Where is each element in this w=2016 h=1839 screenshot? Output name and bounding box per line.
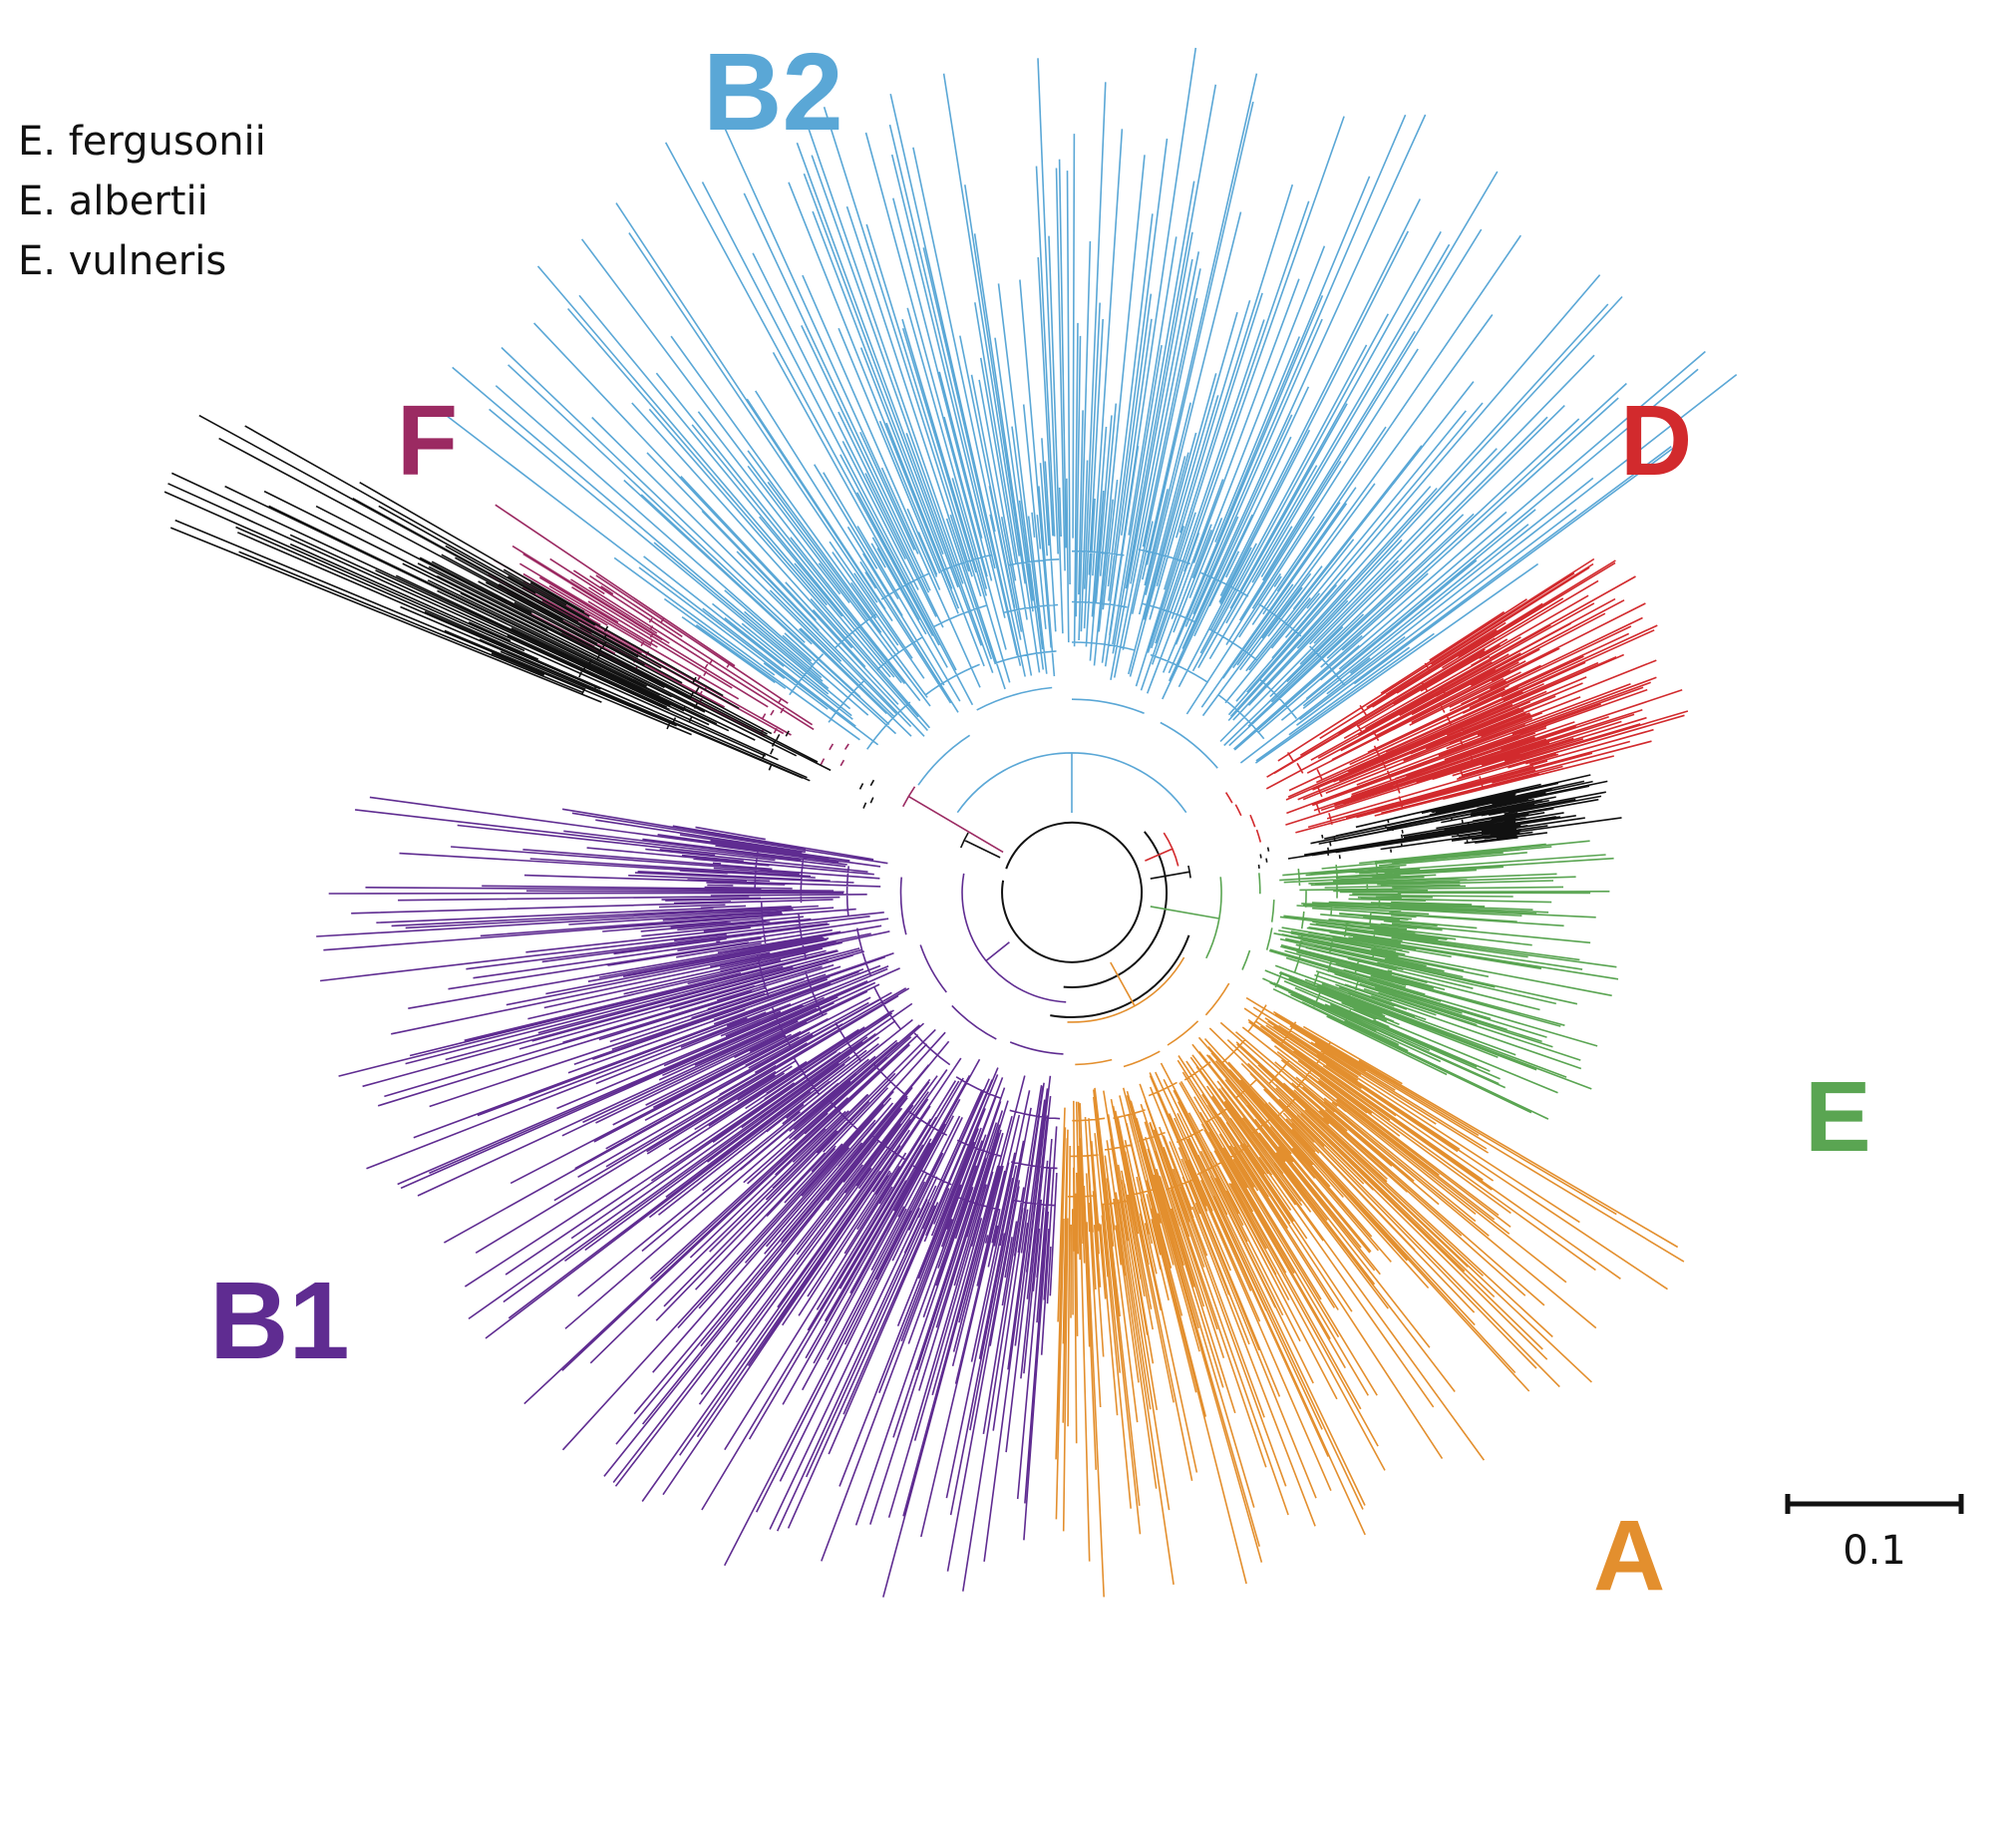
branch-path: [164, 414, 1001, 859]
branch-path: [1150, 774, 1622, 880]
backbone-arc: [1001, 821, 1144, 963]
clade-b1-branches: [316, 796, 1067, 1598]
outgroup-species: E. fergusonii: [18, 119, 266, 165]
clade-label-b1: B1: [209, 1260, 350, 1382]
outgroup-species-list: E. fergusonii E. albertii E. vulneris: [18, 112, 266, 291]
outgroup-right-branches: [1150, 774, 1622, 880]
branch-path: [1145, 557, 1689, 867]
tree-backbone: [1001, 821, 1190, 1018]
outgroup-species: E. vulneris: [18, 238, 227, 284]
scale-bar-line: [1785, 1494, 1964, 1514]
outgroup-species: E. albertii: [18, 179, 208, 224]
clade-label-e: E: [1805, 1061, 1871, 1173]
clade-b2-branches: [443, 47, 1738, 814]
clade-label-d: D: [1620, 385, 1693, 497]
clade-label-b2: B2: [703, 31, 843, 154]
scale-bar-label: 0.1: [1843, 1528, 1906, 1574]
branch-path: [443, 47, 1738, 814]
branch-path: [316, 796, 1067, 1598]
scale-bar: 0.1: [1785, 1494, 1964, 1574]
clade-e-branches: [1150, 840, 1619, 1120]
backbone-arc: [1063, 831, 1168, 988]
clade-a-branches: [1055, 956, 1685, 1598]
branch-path: [1055, 956, 1685, 1598]
backbone-arc: [1050, 934, 1190, 1018]
clade-d-branches: [1145, 557, 1689, 867]
clade-label-f: F: [397, 385, 459, 497]
clade-label-a: A: [1593, 1500, 1666, 1612]
outgroup-upper-branches: [164, 414, 1001, 859]
tree-clades: [164, 47, 1738, 1598]
branch-path: [1150, 840, 1619, 1120]
